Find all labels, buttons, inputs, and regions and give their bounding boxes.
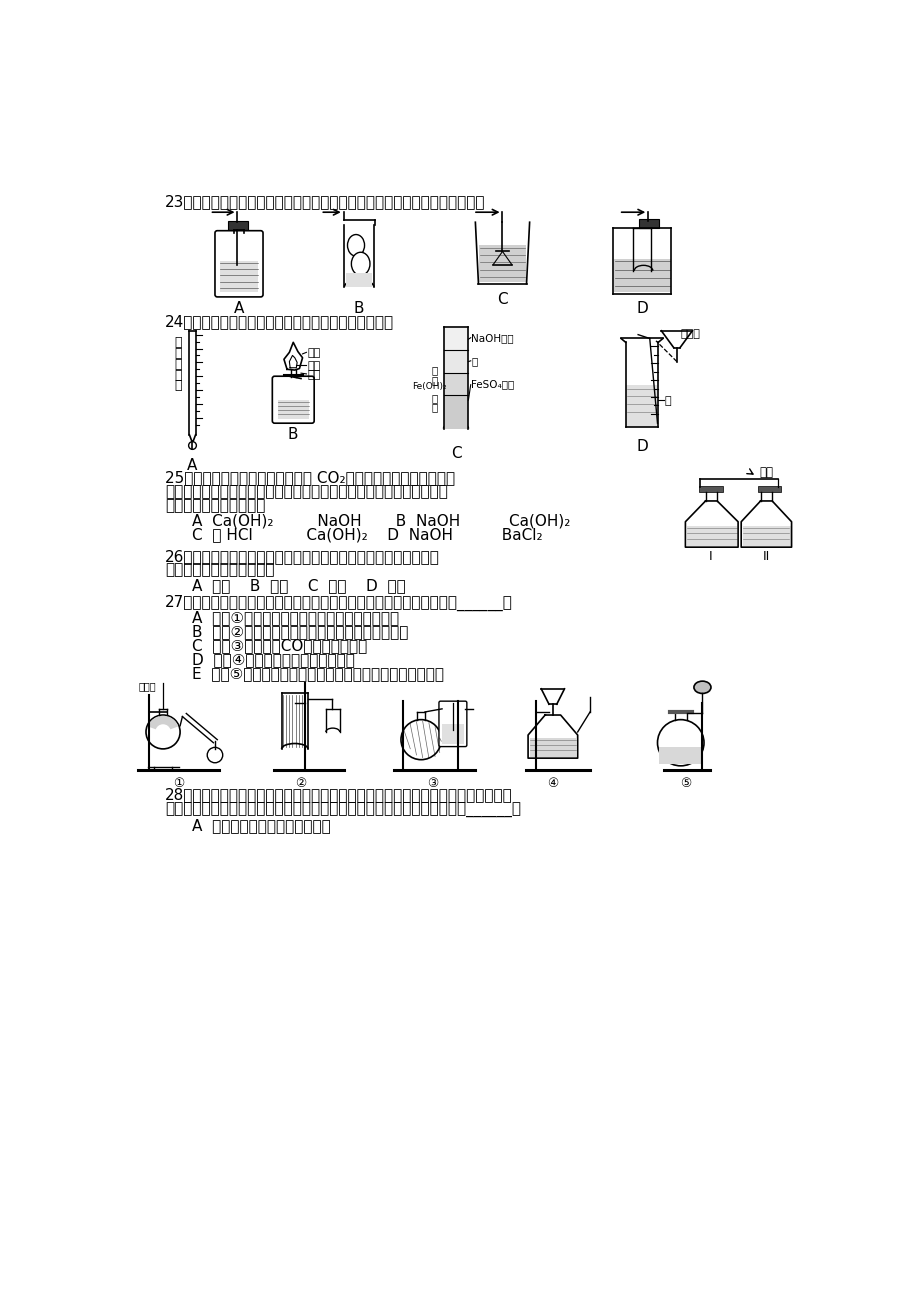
Text: ⑤: ⑤ — [679, 776, 690, 789]
Text: B: B — [354, 300, 364, 316]
Bar — [658, 746, 702, 763]
Text: 28．玻璃棒是化学实验中常用的仪器，其作用是用于搅拌、过滤或转移液体时引流。: 28．玻璃棒是化学实验中常用的仪器，其作用是用于搅拌、过滤或转移液体时引流。 — [165, 788, 513, 802]
Text: B  装置②，可用于检验碳酸钠与碳酸氢钠两种固体: B 装置②，可用于检验碳酸钠与碳酸氢钠两种固体 — [192, 624, 408, 640]
Bar — [626, 385, 657, 426]
Circle shape — [188, 442, 196, 450]
Text: B: B — [288, 426, 298, 442]
Text: E  装置⑤，选择合适药品时，可用于制各少量氨气及氧气等: E 装置⑤，选择合适药品时，可用于制各少量氨气及氧气等 — [192, 666, 444, 681]
Bar — [228, 221, 248, 230]
Bar — [479, 246, 525, 282]
Bar — [444, 373, 467, 395]
FancyBboxPatch shape — [272, 376, 313, 424]
Circle shape — [207, 747, 222, 763]
Text: 25．为验证人体呼出气体中含有的 CO₂不是来自空气，而是人体代: 25．为验证人体呼出气体中含有的 CO₂不是来自空气，而是人体代 — [165, 471, 455, 485]
Text: 23．以下各种尾气吸收装置中，适合于吸收易溶性气体，而且能防止倒吸的是: 23．以下各种尾气吸收装置中，适合于吸收易溶性气体，而且能防止倒吸的是 — [165, 195, 485, 209]
Bar — [444, 395, 467, 429]
Ellipse shape — [347, 234, 364, 256]
Text: A  装置①，用于分离沸点不同的两种液态有机物: A 装置①，用于分离沸点不同的两种液态有机物 — [192, 610, 399, 625]
Text: Fe(OH)₂: Fe(OH)₂ — [412, 382, 447, 391]
Text: 淀: 淀 — [431, 403, 437, 412]
Bar — [441, 724, 463, 744]
Text: 为该装置应选用的试剂是: 为该装置应选用的试剂是 — [165, 498, 266, 514]
Text: 沉: 沉 — [431, 393, 437, 403]
Bar — [638, 220, 658, 229]
Text: 酸: 酸 — [175, 337, 182, 350]
Text: FeSO₄溶液: FeSO₄溶液 — [471, 380, 515, 389]
Circle shape — [146, 715, 180, 749]
Text: C  装置③，可用于CO还原氧化铁实验: C 装置③，可用于CO还原氧化铁实验 — [192, 638, 368, 653]
Circle shape — [657, 720, 703, 766]
Text: 呼吸: 呼吸 — [759, 467, 773, 480]
Text: 26．下列物质的溶液，不易被氧化、不易分解且能存放在具有磨口: 26．下列物质的溶液，不易被氧化、不易分解且能存放在具有磨口 — [165, 549, 440, 564]
Bar — [444, 350, 467, 373]
Text: C  稀 HCl           Ca(OH)₂    D  NaOH          BaCl₂: C 稀 HCl Ca(OH)₂ D NaOH BaCl₂ — [192, 526, 542, 542]
FancyBboxPatch shape — [215, 230, 263, 296]
Text: 制: 制 — [431, 365, 437, 376]
Text: 焰心: 焰心 — [307, 361, 320, 370]
Text: 谢作用产生的。某学校学生课外活动小组设计了如下图所示装置，你认: 谢作用产生的。某学校学生课外活动小组设计了如下图所示装置，你认 — [165, 484, 448, 499]
Text: 温度计: 温度计 — [138, 681, 155, 692]
Bar — [278, 400, 309, 420]
Bar — [529, 738, 575, 757]
Text: A  烧碱    B  硝酸    C  醋酸    D  苯酚: A 烧碱 B 硝酸 C 醋酸 D 苯酚 — [192, 578, 406, 593]
Text: C: C — [496, 291, 507, 307]
Text: II: II — [763, 550, 769, 563]
Bar — [757, 486, 780, 491]
Text: ②: ② — [295, 776, 306, 789]
Text: 式: 式 — [175, 347, 182, 360]
Text: 浓硫酸: 浓硫酸 — [680, 329, 700, 339]
Bar — [686, 525, 736, 546]
Text: C: C — [450, 446, 460, 462]
Text: 外焰: 外焰 — [307, 348, 320, 359]
Text: D: D — [635, 300, 647, 316]
Text: D  装置④，适用实验室制取少量乙块: D 装置④，适用实验室制取少量乙块 — [192, 651, 355, 667]
Wedge shape — [148, 716, 178, 729]
Text: ④: ④ — [547, 776, 558, 789]
Ellipse shape — [693, 681, 710, 693]
Text: I: I — [708, 550, 711, 563]
Bar — [346, 273, 372, 287]
Bar — [220, 261, 258, 291]
Text: NaOH溶液: NaOH溶液 — [471, 333, 514, 343]
Text: 24．下列对实验仪器名称的标注或实验操作，正确的是: 24．下列对实验仪器名称的标注或实验操作，正确的是 — [165, 313, 394, 329]
Bar — [614, 259, 670, 292]
Bar — [742, 525, 790, 546]
Text: 管: 管 — [175, 380, 182, 393]
Text: 下列有关实验过程中，肯定不需要使用玻璃棒进行操作的是（填字母代号）______。: 下列有关实验过程中，肯定不需要使用玻璃棒进行操作的是（填字母代号）______。 — [165, 803, 521, 818]
Text: 内焰: 内焰 — [307, 370, 320, 380]
Text: A  一定溶质质量分数溶液的配制: A 一定溶质质量分数溶液的配制 — [192, 818, 331, 833]
Text: 取: 取 — [431, 374, 437, 385]
Text: 苯: 苯 — [471, 356, 477, 367]
Text: 玻璃塞的无色试剂瓶中的是: 玻璃塞的无色试剂瓶中的是 — [165, 563, 275, 577]
Bar — [444, 329, 467, 350]
Text: 27．以下均为中学化学实验中的常见实验装置，下列有关说法正确的是______。: 27．以下均为中学化学实验中的常见实验装置，下列有关说法正确的是______。 — [165, 595, 513, 611]
Ellipse shape — [351, 252, 369, 276]
FancyBboxPatch shape — [438, 701, 466, 746]
Text: ③: ③ — [426, 776, 437, 789]
Text: D: D — [635, 438, 647, 454]
Text: A  Ca(OH)₂         NaOH       B  NaOH          Ca(OH)₂: A Ca(OH)₂ NaOH B NaOH Ca(OH)₂ — [192, 514, 571, 528]
Text: A: A — [233, 300, 244, 316]
Circle shape — [401, 720, 441, 759]
Text: A: A — [187, 458, 198, 473]
Text: ①: ① — [173, 776, 184, 789]
Text: 定: 定 — [175, 368, 182, 381]
Text: 滴: 滴 — [175, 358, 182, 370]
Bar — [698, 486, 721, 491]
Text: 水: 水 — [664, 396, 670, 406]
